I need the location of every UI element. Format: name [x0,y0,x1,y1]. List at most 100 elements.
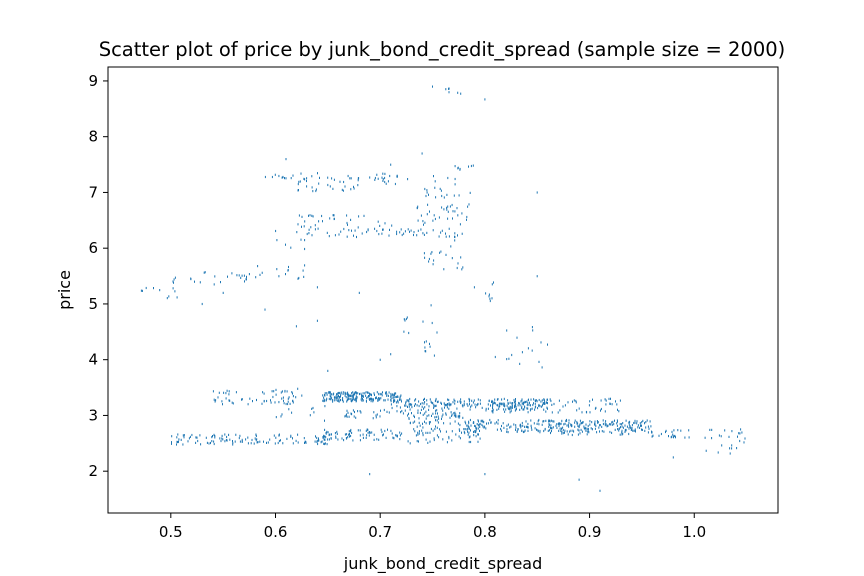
data-point [312,406,314,410]
data-point [477,433,479,436]
data-point [641,421,643,424]
data-point [246,275,247,278]
data-point [531,428,533,431]
data-point [452,217,453,220]
data-point [273,434,275,437]
data-point [371,431,373,434]
data-point [541,399,543,402]
data-point [422,232,424,235]
data-point [357,429,359,432]
data-point [613,423,615,426]
data-point [536,400,538,403]
data-point [238,274,240,277]
data-point [393,394,395,397]
data-point [470,440,472,444]
data-point [454,399,456,403]
data-point [645,421,647,424]
data-point [331,433,332,436]
data-point [720,435,722,438]
data-point [384,180,386,184]
data-point [511,402,513,405]
data-point [688,429,690,432]
data-point [459,429,461,432]
data-point [458,414,460,417]
data-point [436,331,438,334]
data-point [178,440,179,443]
data-point [459,400,461,403]
data-point [368,394,370,397]
data-point [475,435,477,438]
data-point [438,417,440,420]
data-point [644,422,645,425]
data-point [337,397,339,400]
data-point [515,405,517,409]
data-point [332,214,334,217]
data-point [524,405,526,408]
data-point [433,259,435,262]
data-point [384,399,386,402]
data-point [287,397,289,400]
data-point [743,441,745,444]
data-point [540,400,542,403]
data-point [434,186,436,189]
data-point [454,232,456,235]
data-point [551,403,553,406]
data-point [604,424,606,427]
data-point [589,400,591,403]
data-point [270,399,271,402]
data-point [196,436,198,439]
data-point [426,231,428,234]
data-point [346,392,348,396]
data-point [235,391,237,394]
data-point [498,405,500,408]
data-point [366,396,368,400]
data-point [392,396,394,399]
data-point [491,410,493,413]
data-point [621,429,623,432]
data-point [433,214,435,217]
data-point [503,408,505,411]
data-point [276,239,278,242]
data-point [437,400,439,403]
data-point [632,429,634,432]
data-point [255,433,257,436]
data-point [492,411,494,414]
data-point [322,399,324,402]
data-point [512,402,514,405]
data-point [456,207,458,210]
data-point [354,398,356,401]
data-point [361,396,363,399]
data-point [394,399,396,402]
data-point [519,362,521,365]
data-point [316,286,318,289]
data-point [400,228,402,231]
data-point [538,403,540,407]
data-point [354,391,356,394]
data-point [491,283,493,286]
data-point [432,219,434,222]
data-point [521,429,523,432]
data-point [351,398,353,401]
data-point [228,399,230,402]
data-point [424,346,426,349]
data-point [350,177,352,180]
data-point [285,158,287,161]
data-point [523,430,525,433]
data-point [345,392,346,395]
data-point [407,228,409,231]
data-point [457,91,459,94]
data-point [616,422,618,425]
data-point [614,419,615,422]
data-point [424,412,426,415]
data-point [507,406,509,409]
data-point [460,401,462,405]
data-point [451,413,453,416]
data-point [494,355,496,359]
data-point [441,415,443,418]
data-point [256,441,258,444]
data-point [191,433,193,437]
data-point [588,404,590,407]
data-point [560,422,562,425]
data-point [354,410,355,414]
data-point [332,400,334,403]
